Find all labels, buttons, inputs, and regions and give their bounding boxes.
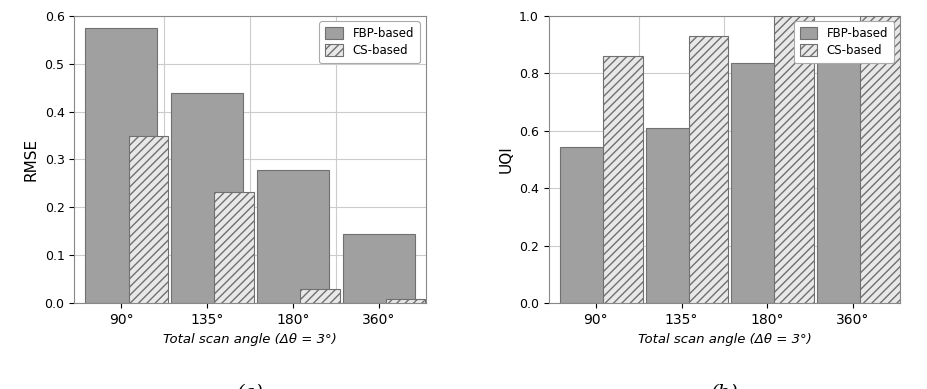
Bar	[859, 16, 899, 303]
Bar	[342, 234, 414, 303]
Bar	[603, 56, 642, 303]
Bar	[816, 47, 888, 303]
Bar	[85, 28, 158, 303]
Bar	[299, 289, 339, 303]
X-axis label: Total scan angle (Δθ = 3°): Total scan angle (Δθ = 3°)	[163, 333, 337, 346]
X-axis label: Total scan angle (Δθ = 3°): Total scan angle (Δθ = 3°)	[637, 333, 810, 346]
Bar	[559, 147, 631, 303]
Legend: FBP-based, CS-based: FBP-based, CS-based	[793, 21, 894, 63]
Bar	[386, 299, 425, 303]
Bar	[730, 63, 803, 303]
Legend: FBP-based, CS-based: FBP-based, CS-based	[319, 21, 419, 63]
Bar	[129, 137, 168, 303]
Bar	[214, 192, 254, 303]
Bar	[171, 93, 243, 303]
Bar	[774, 16, 813, 303]
Bar	[688, 36, 728, 303]
Y-axis label: RMSE: RMSE	[24, 138, 39, 181]
Y-axis label: UQI: UQI	[498, 145, 513, 173]
Text: (b): (b)	[710, 384, 738, 389]
Text: (a): (a)	[236, 384, 263, 389]
Bar	[645, 128, 717, 303]
Bar	[257, 170, 328, 303]
